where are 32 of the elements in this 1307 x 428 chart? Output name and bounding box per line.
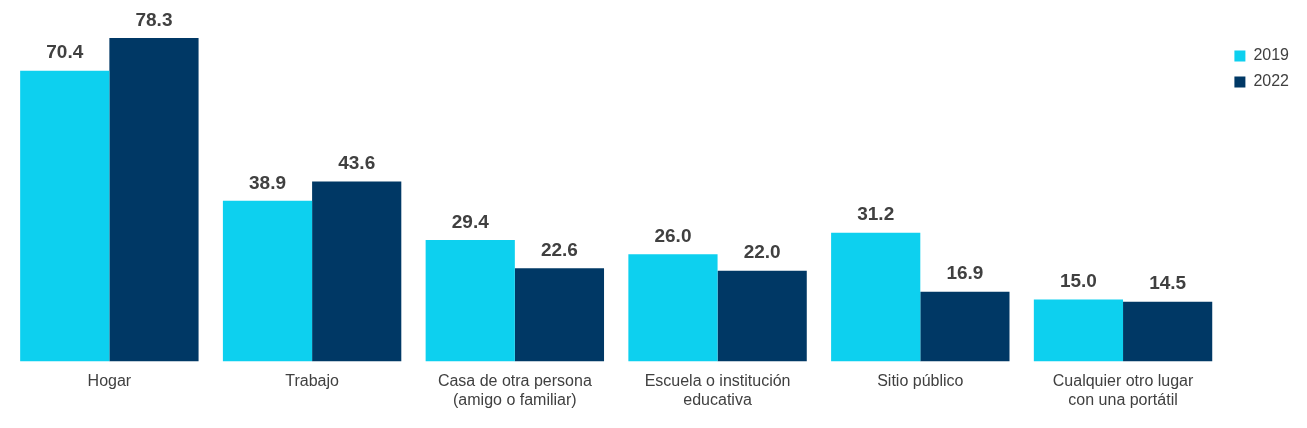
data-label: 31.2 [857, 203, 895, 225]
data-label: 22.0 [743, 241, 781, 263]
data-label: 43.6 [338, 152, 376, 174]
data-label: 29.4 [451, 210, 490, 232]
x-tick-label: Casa de otra persona (amigo o familiar) [437, 371, 592, 408]
data-label: 22.6 [540, 238, 578, 260]
data-label: 14.5 [1149, 272, 1187, 294]
bar [20, 70, 110, 362]
bar [1123, 301, 1213, 362]
x-tick-label: Escuela o institución educativa [644, 371, 791, 408]
bar [514, 268, 605, 362]
bar [831, 232, 921, 362]
bar [717, 270, 807, 362]
bar [920, 291, 1010, 362]
bar [425, 240, 515, 362]
data-label: 15.0 [1059, 270, 1097, 292]
legend-label: 2019 [1253, 46, 1290, 64]
bar [109, 38, 199, 362]
bar [628, 254, 718, 362]
bar [222, 200, 313, 362]
x-tick-label: Cualquier otro lugar con una portátil [1052, 371, 1194, 408]
x-tick-label: Sitio público [877, 371, 964, 389]
data-label: 16.9 [946, 262, 984, 284]
bar [312, 181, 402, 362]
legend-label: 2022 [1253, 72, 1290, 90]
data-label: 38.9 [249, 171, 286, 193]
x-tick-label: Trabajo [285, 371, 340, 389]
data-label: 26.0 [654, 224, 692, 246]
x-tick-label: Hogar [87, 371, 132, 389]
data-label: 78.3 [135, 8, 173, 30]
data-label: 70.4 [46, 41, 84, 63]
bar [1033, 299, 1124, 362]
